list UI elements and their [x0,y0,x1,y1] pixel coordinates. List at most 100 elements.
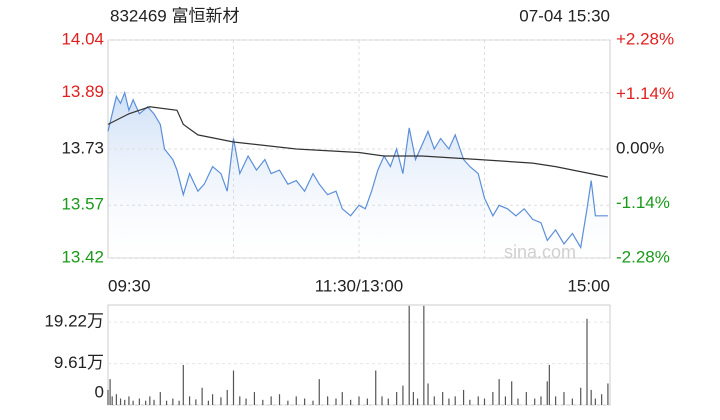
volume-bar [138,398,140,405]
volume-bar [226,389,228,405]
volume-bar [201,387,203,405]
volume-bar [232,370,235,405]
y-tick-label: 13.42 [61,247,104,266]
y-tick-label: 19.22万 [44,312,104,331]
volume-bar [128,396,130,405]
volume-bar [427,383,429,405]
y2-tick-label: -1.14% [616,193,670,212]
volume-bar [335,398,337,405]
volume-bar [119,398,122,405]
volume-bar [448,398,450,405]
volume-bar [239,396,241,405]
volume-bar [416,398,419,405]
volume-bar [525,392,527,405]
volume-bar [295,396,297,405]
x-tick-label: 15:00 [567,276,610,295]
volume-bar [601,394,603,405]
y2-tick-label: +1.14% [616,84,674,103]
volume-bar [563,392,565,405]
volume-bar [182,364,184,405]
watermark: sina.com [504,242,576,262]
volume-bar [115,394,117,405]
volume-bar [207,400,209,405]
volume-bar [477,396,479,405]
volume-bar [124,399,126,405]
price-line [107,90,608,250]
volume-bar [145,400,147,405]
volume-bar [412,392,414,405]
x-tick-label: 09:30 [108,276,151,295]
y-tick-label: 14.04 [61,29,104,48]
volume-bar [590,389,592,405]
volume-bar [350,399,352,405]
volume-bar [132,400,134,405]
volume-bar [107,389,109,405]
volume-bar [270,396,272,405]
timestamp: 07-04 15:30 [519,6,610,25]
volume-bar [387,398,389,405]
volume-bar [607,383,609,405]
volume-bar [341,392,343,405]
volume-bar [594,398,596,405]
average-line [107,106,609,178]
volume-bar [511,381,513,405]
volume-bar [423,305,425,405]
volume-bar [586,318,588,405]
volume-bar [571,398,573,405]
y-tick-label: 13.57 [61,195,104,214]
y2-tick-label: -2.28% [616,247,670,266]
volume-bar [462,389,465,405]
volume-bar [534,398,536,405]
price-area [108,92,608,258]
volume-bar [165,400,168,405]
volume-bar [178,400,180,405]
volume-bar [262,399,264,405]
volume-bar [396,392,398,405]
volume-bar [540,396,542,405]
volume-bar [149,396,151,405]
volume-bar [402,385,404,405]
y-tick-label: 9.61万 [54,353,104,372]
volume-bar [517,398,519,405]
y-tick-label: 13.73 [61,138,104,157]
y2-tick-label: 0.00% [616,138,664,157]
volume-bar [408,305,410,405]
volume-bar [211,394,214,405]
volume-bar [312,400,314,405]
x-tick-label: 11:30/13:00 [315,276,404,295]
y2-tick-label: +2.28% [616,29,674,48]
volume-bar [546,381,548,405]
volume-bar [381,396,383,405]
volume-bar [483,398,486,405]
volume-bar [358,396,360,405]
volume-bar [188,396,191,405]
volume-bar [469,399,471,405]
volume-bar [245,398,247,405]
volume-bar [454,396,456,405]
stock-title: 832469 富恒新材 [110,6,239,25]
volume-bar [253,392,256,405]
volume-bar [498,379,500,405]
volume-bar [442,392,444,405]
volume-bar [111,396,113,405]
volume-bar [327,396,329,405]
volume-bar [375,370,377,405]
y-tick-label: 0 [95,382,104,401]
volume-bar [304,398,306,405]
volume-bar [548,364,550,405]
y-tick-label: 13.89 [61,82,104,101]
volume-bar [109,379,111,405]
volume-bar [287,400,289,405]
volume-bar [220,397,222,405]
volume-bar [366,398,368,405]
volume-bar [159,392,161,405]
volume-bar [492,392,494,405]
volume-bar [172,398,174,405]
volume-bar [278,394,281,405]
volume-bar [504,396,507,405]
volume-bar [318,379,320,405]
volume-bar [153,399,155,405]
volume-bar [433,396,435,405]
volume-bar [555,396,557,405]
